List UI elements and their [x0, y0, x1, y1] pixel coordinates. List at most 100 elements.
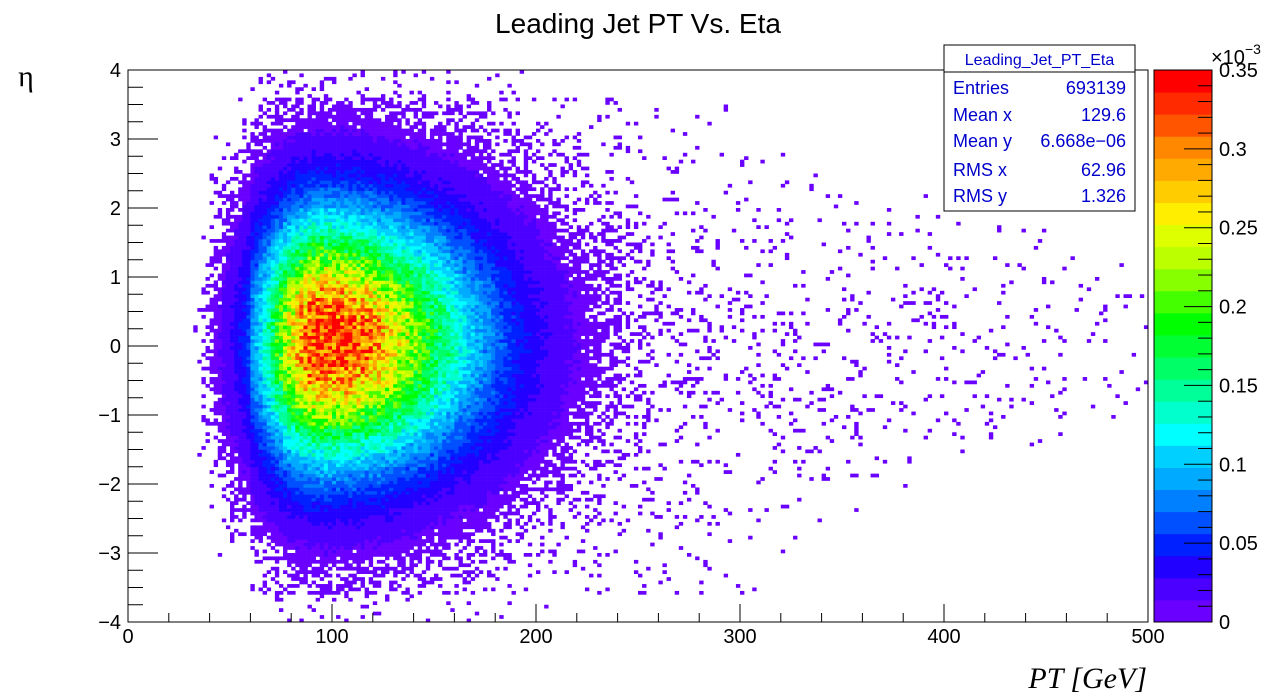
heatmap-cell: [225, 339, 231, 343]
heatmap-cell: [307, 111, 312, 116]
heatmap-cell: [340, 477, 345, 481]
heatmap-cell: [291, 387, 296, 392]
heatmap-cell: [299, 242, 304, 247]
heatmap-cell: [327, 239, 333, 243]
heatmap-cell: [258, 190, 263, 195]
heatmap-cell: [372, 283, 378, 288]
heatmap-cell: [246, 194, 251, 198]
heatmap-cell: [295, 466, 300, 471]
heatmap-cell: [336, 128, 341, 133]
heatmap-cell: [230, 415, 235, 419]
heatmap-cell: [352, 325, 357, 330]
heatmap-cell: [258, 277, 263, 281]
heatmap-cell: [323, 515, 329, 519]
heatmap-cell: [254, 318, 259, 323]
heatmap-cell: [258, 142, 263, 147]
heatmap-cell: [348, 404, 353, 409]
heatmap-cell: [283, 549, 288, 554]
heatmap-cell: [364, 335, 370, 340]
heatmap-cell: [246, 273, 251, 278]
heatmap-cell: [213, 356, 219, 361]
heatmap-cell: [340, 270, 345, 274]
heatmap-cell: [364, 604, 370, 609]
heatmap-cell: [340, 363, 345, 367]
heatmap-cell: [348, 484, 353, 488]
heatmap-cell: [213, 308, 219, 312]
heatmap-cell: [323, 508, 329, 512]
heatmap-cell: [295, 118, 300, 123]
heatmap-cell: [217, 349, 223, 354]
heatmap-cell: [315, 408, 321, 412]
heatmap-cell: [368, 304, 374, 309]
heatmap-cell: [250, 452, 255, 457]
heatmap-cell: [348, 239, 353, 243]
heatmap-cell: [217, 208, 223, 212]
heatmap-cell: [266, 325, 272, 330]
heatmap-cell: [254, 335, 259, 340]
heatmap-cell: [250, 163, 255, 167]
heatmap-cell: [287, 132, 292, 136]
heatmap-cell: [266, 570, 272, 574]
heatmap-cell: [311, 446, 316, 450]
heatmap-cell: [266, 208, 272, 212]
heatmap-cell: [332, 411, 337, 416]
heatmap-cell: [323, 259, 329, 264]
heatmap-cell: [332, 245, 337, 250]
heatmap-cell: [332, 173, 337, 178]
heatmap-cell: [348, 242, 353, 247]
heatmap-cell: [356, 145, 361, 150]
heatmap-cell: [319, 566, 325, 571]
heatmap-cell: [221, 421, 227, 426]
heatmap-cell: [278, 366, 284, 371]
heatmap-cell: [372, 539, 378, 543]
heatmap-cell: [238, 442, 243, 447]
heatmap-cell: [234, 508, 239, 512]
heatmap-cell: [258, 187, 263, 192]
heatmap-cell: [213, 335, 219, 340]
heatmap-cell: [278, 387, 284, 392]
heatmap-cell: [262, 356, 268, 361]
heatmap-cell: [283, 232, 288, 236]
heatmap-cell: [254, 484, 259, 488]
heatmap-cell: [262, 163, 268, 167]
heatmap-cell: [225, 383, 231, 388]
heatmap-cell: [250, 383, 255, 388]
heatmap-cell: [344, 252, 349, 257]
heatmap-cell: [217, 211, 223, 216]
heatmap-cell: [246, 352, 251, 357]
heatmap-cell: [238, 401, 243, 405]
heatmap-cell: [217, 373, 223, 378]
heatmap-cell: [372, 263, 378, 267]
heatmap-cell: [242, 204, 247, 209]
heatmap-cell: [344, 183, 349, 188]
heatmap-cell: [242, 187, 247, 192]
heatmap-cell: [299, 577, 304, 581]
heatmap-cell: [364, 570, 370, 574]
heatmap-cell: [319, 518, 325, 523]
heatmap-cell: [364, 442, 370, 447]
heatmap-cell: [364, 594, 370, 599]
heatmap-cell: [332, 597, 337, 602]
heatmap-cell: [262, 211, 268, 216]
heatmap-cell: [274, 170, 280, 174]
heatmap-cell: [311, 466, 316, 471]
heatmap-cell: [258, 332, 263, 336]
heatmap-cell: [368, 301, 374, 305]
heatmap-cell: [348, 308, 353, 312]
heatmap-cell: [368, 259, 374, 264]
heatmap-cell: [360, 511, 365, 516]
heatmap-cell: [274, 149, 280, 154]
heatmap-cell: [372, 314, 378, 319]
heatmap-cell: [234, 280, 239, 285]
heatmap-cell: [344, 163, 349, 167]
heatmap-cell: [291, 401, 296, 405]
heatmap-cell: [230, 197, 235, 202]
heatmap-cell: [299, 256, 304, 261]
heatmap-cell: [327, 197, 333, 202]
heatmap-cell: [356, 452, 361, 457]
heatmap-cell: [340, 325, 345, 330]
heatmap-cell: [295, 180, 300, 185]
heatmap-cell: [364, 566, 370, 571]
heatmap-cell: [344, 263, 349, 267]
heatmap-cell: [311, 404, 316, 409]
